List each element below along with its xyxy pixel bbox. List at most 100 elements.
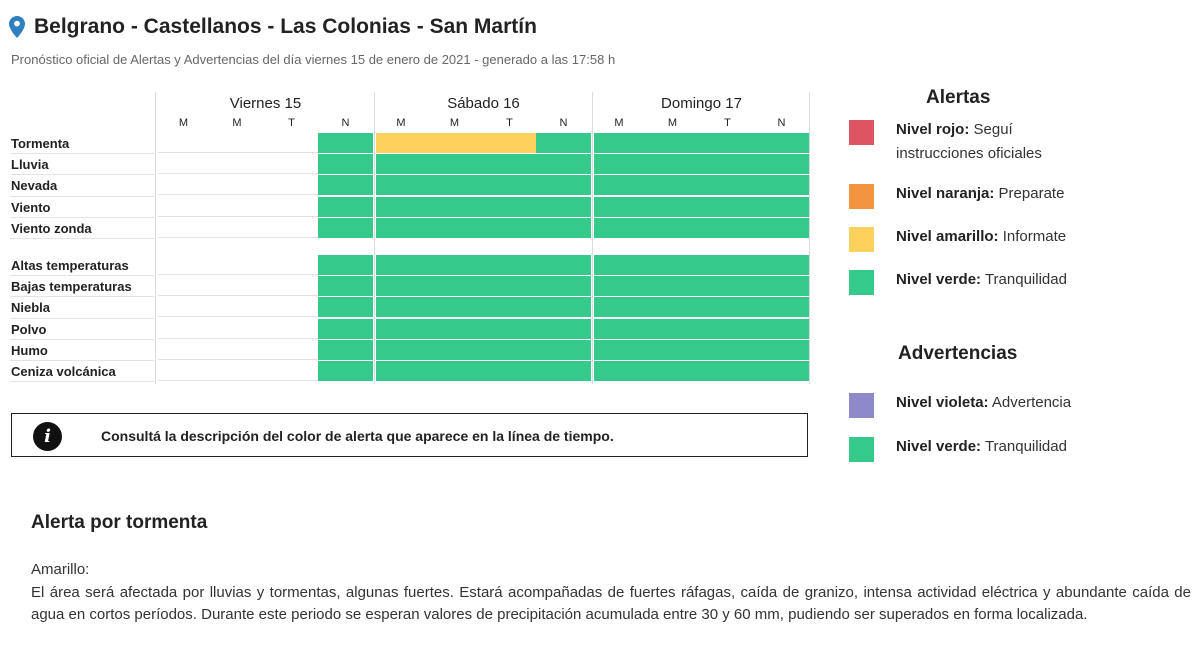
timeline-cell bbox=[483, 255, 536, 275]
description-body: El área será afectada por lluvias y torm… bbox=[31, 584, 1191, 623]
timeline-cell bbox=[701, 196, 754, 217]
day-label: Sábado 16 bbox=[447, 95, 520, 112]
timeline-cell bbox=[701, 276, 754, 297]
legend-swatch bbox=[849, 270, 874, 295]
timeline-cell bbox=[754, 339, 809, 360]
row-divider bbox=[10, 381, 154, 383]
timeline-cell bbox=[701, 217, 754, 238]
timeline-cell bbox=[754, 175, 809, 196]
timeline-cell bbox=[483, 133, 536, 153]
timeline-cell bbox=[158, 255, 213, 275]
timeline-cell bbox=[483, 154, 536, 175]
row-label: Polvo bbox=[11, 321, 47, 337]
timeline-cell bbox=[594, 175, 648, 196]
legend-alertas-title: Alertas bbox=[926, 87, 991, 108]
row-divider bbox=[10, 296, 154, 298]
period-label: N bbox=[341, 117, 350, 129]
row-label: Viento bbox=[11, 199, 51, 215]
timeline-cell bbox=[265, 361, 318, 381]
timeline-cell bbox=[648, 297, 701, 318]
timeline-cell bbox=[483, 361, 536, 381]
timeline-cell bbox=[594, 133, 648, 153]
timeline-cell bbox=[536, 276, 591, 297]
timeline-cell bbox=[158, 319, 213, 339]
timeline-cell bbox=[701, 133, 754, 153]
row-divider bbox=[10, 174, 154, 176]
legend-swatch bbox=[849, 393, 874, 418]
row-label: Niebla bbox=[11, 300, 51, 316]
timeline-cell bbox=[648, 318, 701, 339]
timeline-cell bbox=[483, 276, 536, 297]
day-separator bbox=[374, 92, 375, 384]
timeline-cell bbox=[648, 196, 701, 217]
timeline-cell bbox=[648, 217, 701, 238]
legend-item-text: Nivel rojo: Seguí instrucciones oficiale… bbox=[896, 118, 1096, 166]
timeline-cell bbox=[648, 339, 701, 360]
info-icon: i bbox=[33, 422, 62, 451]
timeline-cell bbox=[265, 319, 318, 339]
legend-level-desc: Tranquilidad bbox=[981, 438, 1067, 455]
timeline-cell bbox=[754, 133, 809, 153]
timeline-cell bbox=[158, 218, 213, 238]
row-divider bbox=[10, 153, 154, 155]
timeline-cell bbox=[594, 217, 648, 238]
timeline-cell bbox=[158, 197, 213, 217]
timeline-cell bbox=[483, 196, 536, 217]
timeline-cell bbox=[701, 175, 754, 196]
timeline-cell bbox=[701, 297, 754, 318]
timeline-cell bbox=[536, 297, 591, 318]
timeline-cell bbox=[213, 133, 265, 153]
timeline-cell bbox=[483, 175, 536, 196]
period-label: M bbox=[178, 117, 189, 129]
legend-level-desc: Tranquilidad bbox=[981, 271, 1067, 288]
legend-advertencias-title: Advertencias bbox=[898, 343, 1018, 364]
timeline-cell bbox=[430, 318, 483, 339]
row-divider bbox=[10, 360, 154, 361]
timeline-cell bbox=[376, 297, 430, 318]
description-title: Alerta por tormenta bbox=[31, 512, 208, 533]
legend-swatch bbox=[849, 184, 874, 209]
timeline-cell bbox=[701, 255, 754, 275]
row-label: Tormenta bbox=[11, 136, 70, 151]
timeline-cell bbox=[376, 361, 430, 381]
period-label: M bbox=[232, 117, 242, 129]
timeline-cell bbox=[376, 276, 430, 297]
row-divider bbox=[10, 317, 154, 319]
legend-level-name: Nivel verde: bbox=[896, 438, 982, 455]
legend-item-text: Nivel verde: Tranquilidad bbox=[896, 435, 1096, 459]
timeline-cell bbox=[594, 154, 648, 175]
legend-level-desc: Informate bbox=[998, 228, 1067, 245]
timeline-cell bbox=[430, 361, 483, 381]
timeline-cell bbox=[318, 196, 373, 217]
timeline-cell bbox=[483, 217, 536, 238]
legend-swatch bbox=[849, 120, 874, 145]
timeline-cell bbox=[213, 319, 265, 339]
timeline-cell bbox=[213, 197, 265, 217]
row-label: Bajas temperaturas bbox=[11, 279, 132, 295]
timeline-cell bbox=[158, 297, 213, 318]
period-label: T bbox=[724, 117, 731, 129]
row-label: Ceniza volcánica bbox=[11, 364, 116, 379]
timeline-cell bbox=[648, 133, 701, 153]
timeline-cell bbox=[265, 340, 318, 360]
timeline-cell bbox=[158, 133, 213, 153]
timeline-cell bbox=[430, 175, 483, 196]
timeline-cell bbox=[536, 133, 591, 153]
timeline-cell bbox=[536, 217, 591, 238]
timeline-cell bbox=[430, 276, 483, 297]
timeline-cell bbox=[701, 339, 754, 360]
legend-level-name: Nivel rojo: bbox=[896, 121, 970, 138]
timeline-cell bbox=[318, 175, 373, 196]
timeline-cell bbox=[213, 340, 265, 360]
timeline-cell bbox=[648, 154, 701, 175]
page-title: Belgrano - Castellanos - Las Colonias - … bbox=[34, 15, 537, 38]
period-label: M bbox=[396, 117, 406, 129]
legend-level-desc: Advertencia bbox=[988, 394, 1072, 411]
timeline-cell bbox=[376, 339, 430, 360]
timeline-cell bbox=[536, 154, 591, 175]
location-pin-icon bbox=[9, 16, 25, 38]
timeline-cell bbox=[483, 297, 536, 318]
timeline-cell bbox=[536, 361, 591, 381]
timeline-cell bbox=[536, 255, 591, 275]
timeline-cell bbox=[594, 339, 648, 360]
